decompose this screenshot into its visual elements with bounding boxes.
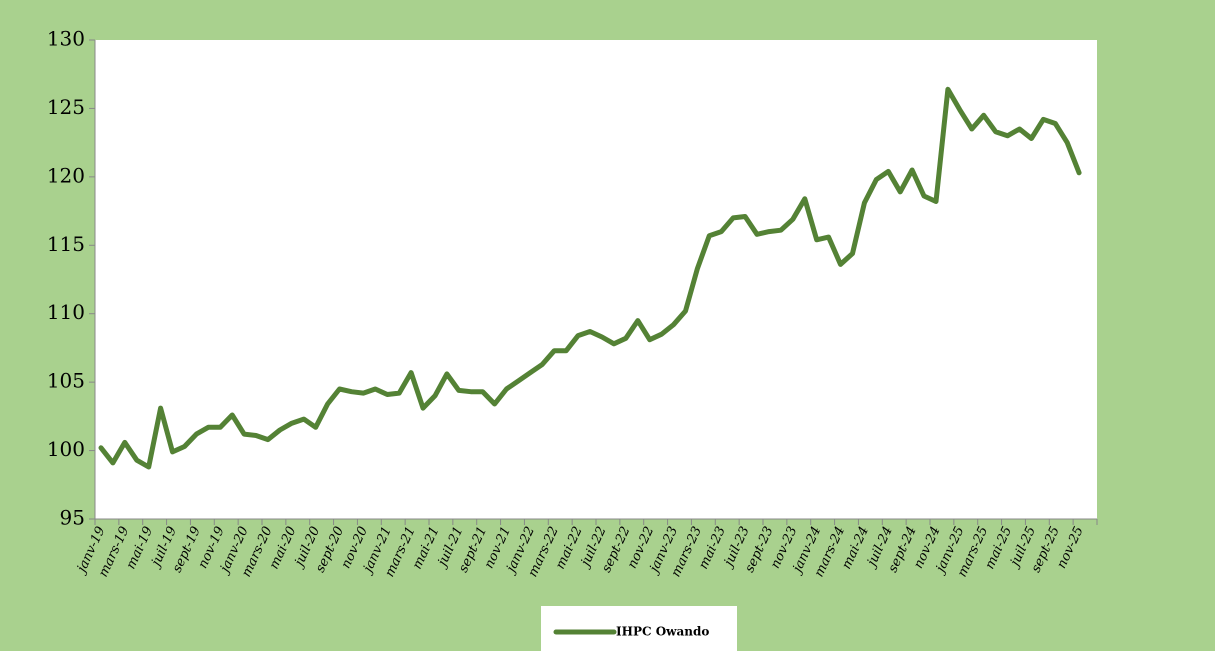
y-tick-label: 105 — [47, 369, 85, 393]
y-tick-label: 130 — [47, 27, 85, 51]
y-tick-label: 115 — [47, 232, 85, 256]
legend-box — [541, 606, 737, 651]
y-tick-label: 110 — [47, 300, 85, 324]
legend-label: IHPC Owando — [616, 625, 709, 639]
y-tick-label: 95 — [60, 506, 85, 530]
y-tick-label: 100 — [47, 437, 85, 461]
y-tick-label: 120 — [47, 163, 85, 187]
y-tick-label: 125 — [47, 95, 85, 119]
line-series — [98, 86, 1082, 470]
